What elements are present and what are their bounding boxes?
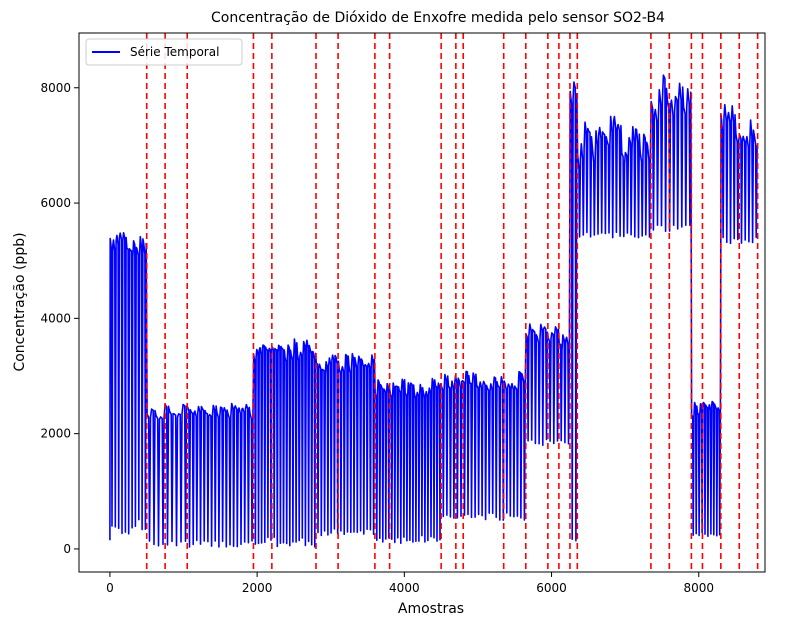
y-tick-label: 2000 (40, 427, 71, 441)
x-axis-label: Amostras (398, 601, 464, 617)
y-tick-label: 0 (63, 542, 71, 556)
x-tick-label: 0 (106, 581, 114, 595)
x-axis: 0 2000 4000 6000 8000 (106, 572, 714, 595)
x-tick-label: 8000 (683, 581, 714, 595)
chart-title: Concentração de Dióxido de Enxofre medid… (211, 10, 665, 26)
x-tick-label: 6000 (536, 581, 567, 595)
legend-box (85, 38, 243, 66)
legend-label: Série Temporal (130, 45, 219, 59)
x-tick-label: 2000 (242, 581, 273, 595)
y-tick-label: 4000 (40, 311, 71, 325)
axes-frame (78, 32, 766, 573)
y-axis-label: Concentração (ppb) (12, 232, 28, 371)
y-tick-label: 6000 (40, 196, 71, 210)
y-tick-label: 8000 (40, 81, 71, 95)
plot-area (78, 32, 766, 573)
y-axis: 0 2000 4000 6000 8000 (40, 81, 79, 556)
legend: Série Temporal (85, 38, 243, 66)
x-tick-label: 4000 (389, 581, 420, 595)
series-line (109, 74, 758, 548)
